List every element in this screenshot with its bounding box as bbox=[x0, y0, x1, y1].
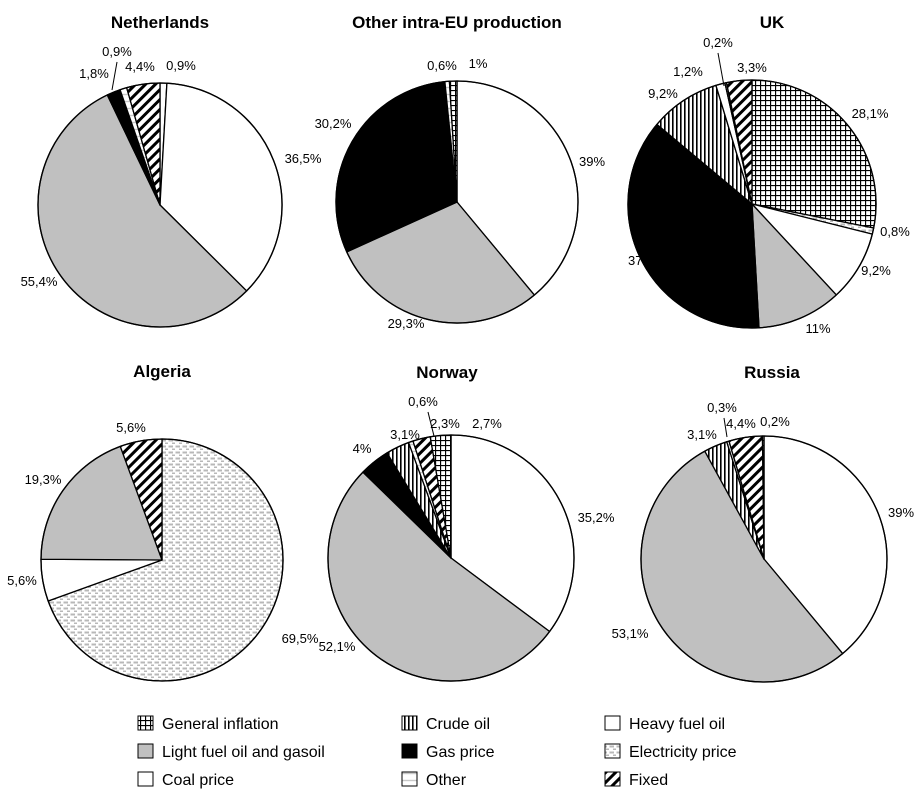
data-label: 2,7% bbox=[472, 416, 502, 431]
pie-chart: Russia 39% 53,1% 3,1% 0,3%4,4% 0,2% bbox=[612, 363, 914, 683]
pie-outline bbox=[640, 435, 888, 683]
legend-label: Electricity price bbox=[629, 744, 737, 761]
data-label: 0,6% bbox=[408, 394, 438, 409]
pie-outline bbox=[40, 438, 284, 682]
data-label: 2,3% bbox=[430, 416, 460, 431]
legend-label: Crude oil bbox=[426, 716, 490, 733]
pie-chart: Norway 35,2% 52,1% 4% 3,1% 0,6% 2,3% 2,7% bbox=[319, 363, 615, 682]
legend-item-other: Other bbox=[401, 771, 467, 789]
data-label: 37% bbox=[628, 253, 654, 268]
legend-label: Heavy fuel oil bbox=[629, 716, 725, 733]
legend-label: Light fuel oil and gasoil bbox=[162, 744, 325, 761]
legend-swatch bbox=[137, 771, 154, 787]
legend-item-gas-price: Gas price bbox=[401, 743, 495, 761]
legend-label: Gas price bbox=[426, 744, 495, 761]
legend-swatch bbox=[401, 743, 418, 759]
data-label: 5,6% bbox=[116, 420, 146, 435]
legend-item-fixed: Fixed bbox=[604, 771, 668, 789]
chart-title: Algeria bbox=[133, 362, 191, 381]
legend-swatch bbox=[137, 743, 154, 759]
data-label: 19,3% bbox=[25, 472, 62, 487]
pie-outline bbox=[335, 80, 579, 324]
data-label: 69,5% bbox=[282, 631, 319, 646]
data-label: 28,1% bbox=[852, 106, 889, 121]
pie-slice-general-inflation bbox=[751, 79, 877, 229]
data-label: 0,9% bbox=[102, 44, 132, 59]
data-label: 53,1% bbox=[612, 626, 649, 641]
legend-item-coal-price: Coal price bbox=[137, 771, 234, 789]
data-label: 11% bbox=[805, 321, 830, 336]
chart-title: Netherlands bbox=[111, 13, 209, 32]
pie-chart: Algeria 69,5% 5,6% 19,3% 5,6% bbox=[7, 362, 319, 682]
data-label: 0,3% bbox=[707, 400, 737, 415]
data-label: 4% bbox=[353, 441, 372, 456]
legend-item-heavy-fuel-oil: Heavy fuel oil bbox=[604, 715, 725, 733]
data-label: 9,2% bbox=[648, 86, 678, 101]
data-label: 3,3% bbox=[737, 60, 767, 75]
data-label: 0,9% bbox=[166, 58, 196, 73]
legend-label: Fixed bbox=[629, 772, 668, 789]
legend: General inflation Crude oil Heavy fuel oil… bbox=[137, 715, 737, 789]
pie-outline bbox=[37, 82, 283, 328]
data-label: 0,6% bbox=[427, 58, 457, 73]
chart-title: Norway bbox=[416, 363, 478, 382]
data-label: 3,1% bbox=[687, 427, 717, 442]
pie-outline bbox=[327, 434, 575, 682]
legend-item-electricity-price: Electricity price bbox=[604, 743, 737, 761]
data-label: 55,4% bbox=[21, 274, 58, 289]
data-label: 4,4% bbox=[125, 59, 155, 74]
data-label: 5,6% bbox=[7, 573, 37, 588]
chart-title: Russia bbox=[744, 363, 800, 382]
data-label: 30,2% bbox=[315, 116, 352, 131]
data-label: 39% bbox=[888, 505, 914, 520]
data-label: 0,8% bbox=[880, 224, 910, 239]
data-label: 3,1% bbox=[390, 427, 420, 442]
legend-swatch bbox=[604, 743, 621, 759]
leader-line bbox=[723, 417, 728, 438]
legend-item-general-inflation: General inflation bbox=[137, 715, 279, 733]
chart-title: UK bbox=[760, 13, 785, 32]
charts-layer: Netherlands0,9%36,5%55,4%1,8%0,9%4,4%Oth… bbox=[7, 13, 914, 683]
legend-label: General inflation bbox=[162, 716, 279, 733]
data-label: 1,8% bbox=[79, 66, 109, 81]
data-label: 0,2% bbox=[760, 414, 790, 429]
data-label: 0,2% bbox=[703, 35, 733, 50]
data-label: 1% bbox=[469, 56, 488, 71]
data-label: 4,4% bbox=[726, 416, 756, 431]
data-label: 29,3% bbox=[388, 316, 425, 331]
data-label: 9,2% bbox=[861, 263, 891, 278]
pie-chart: Other intra-EU production 39% 29,3% 30,2% 0,… bbox=[315, 13, 606, 331]
legend-label: Coal price bbox=[162, 772, 234, 789]
legend-item-crude-oil: Crude oil bbox=[401, 715, 490, 733]
pie-outline bbox=[627, 79, 877, 329]
data-label: 52,1% bbox=[319, 639, 356, 654]
data-label: 36,5% bbox=[285, 151, 322, 166]
legend-swatch bbox=[137, 715, 154, 731]
legend-swatch bbox=[604, 771, 621, 787]
legend-label: Other bbox=[426, 772, 467, 789]
data-label: 35,2% bbox=[578, 510, 615, 525]
leader-line bbox=[717, 52, 725, 87]
leader-line bbox=[427, 411, 435, 437]
legend-item-light-fuel-oil-gasoil: Light fuel oil and gasoil bbox=[137, 743, 325, 761]
data-label: 1,2% bbox=[673, 64, 703, 79]
legend-swatch bbox=[401, 715, 418, 731]
legend-swatch bbox=[604, 715, 621, 731]
chart-title: Other intra-EU production bbox=[352, 13, 562, 32]
legend-swatch bbox=[401, 771, 418, 787]
leader-line bbox=[111, 61, 118, 91]
data-label: 39% bbox=[579, 154, 605, 169]
pie-chart: UK 28,1% 0,8% 9,2% 11% 37% 9,2% 1,2%0,2% 3,3% bbox=[627, 13, 910, 336]
